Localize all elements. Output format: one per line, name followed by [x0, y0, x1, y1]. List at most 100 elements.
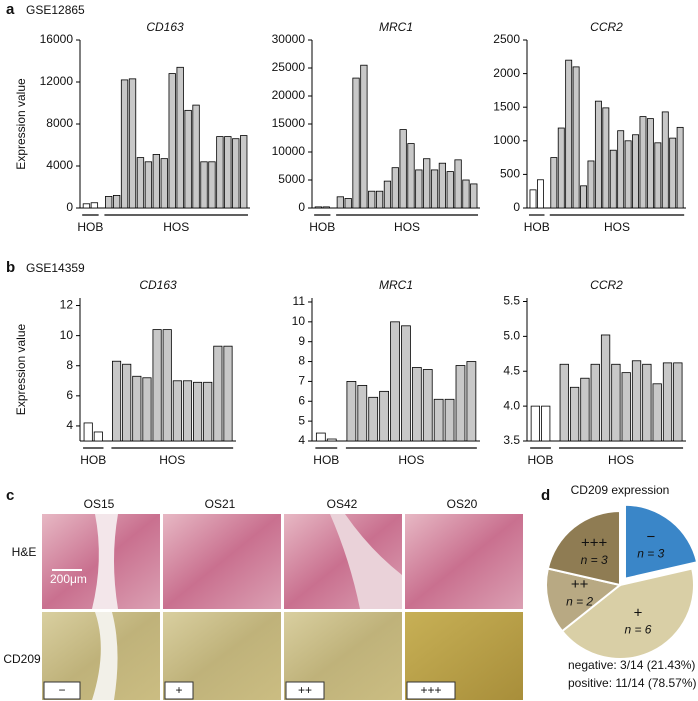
bar: [136, 157, 145, 209]
bar: [415, 169, 423, 209]
bar: [360, 64, 368, 209]
group-label: HOB: [309, 220, 335, 234]
bar: [326, 438, 337, 442]
bar: [352, 77, 360, 209]
panel-label: c: [6, 487, 14, 504]
bar: [470, 183, 478, 209]
bar: [642, 363, 652, 442]
bar: [336, 196, 344, 209]
bar: [602, 107, 610, 209]
bar: [182, 380, 193, 442]
y-axis-label: Expression value: [14, 323, 28, 415]
bar: [624, 140, 632, 209]
column-label: OS15: [84, 497, 115, 511]
panel-label: d: [541, 487, 550, 504]
y-tick-label: 10000: [272, 144, 306, 158]
bar: [550, 157, 558, 209]
bar: [399, 129, 407, 209]
y-tick-label: 1500: [493, 99, 520, 113]
bar: [391, 167, 399, 209]
slice-label: n = 3: [637, 547, 664, 561]
pie-slice: [623, 503, 698, 580]
y-tick-label: 2000: [493, 66, 520, 80]
y-tick-label: 4: [66, 418, 73, 432]
bar: [466, 361, 477, 442]
column-label: OS42: [327, 497, 358, 511]
y-tick-label: 20000: [272, 88, 306, 102]
bar: [438, 162, 447, 209]
bar: [609, 149, 617, 209]
bar: [423, 158, 431, 209]
bar: [168, 73, 176, 209]
bar: [557, 127, 565, 209]
bar: [580, 185, 587, 209]
bar: [344, 198, 352, 209]
bar: [122, 363, 132, 442]
bar: [462, 179, 470, 209]
y-tick-label: 8: [298, 354, 305, 368]
bar: [224, 136, 232, 209]
chart-title: MRC1: [379, 278, 413, 292]
bar: [208, 161, 216, 209]
bar: [652, 383, 662, 442]
bar: [617, 130, 625, 209]
bar: [646, 118, 654, 209]
bar: [444, 398, 455, 442]
bar: [430, 169, 439, 209]
bar: [314, 206, 322, 209]
y-tick-label: 30000: [272, 32, 306, 46]
bar: [383, 180, 392, 209]
bar: [184, 109, 192, 209]
y-tick-label: 8000: [46, 116, 73, 130]
y-tick-label: 16000: [40, 32, 74, 46]
bar: [411, 367, 422, 442]
micrograph: [405, 514, 523, 609]
bar: [572, 66, 580, 209]
bar: [530, 405, 540, 442]
slice-label: n = 6: [624, 623, 651, 637]
grade-box: [285, 681, 325, 700]
bar: [368, 190, 376, 209]
bar: [639, 116, 647, 209]
y-tick-label: 1000: [493, 133, 520, 147]
bar: [322, 206, 330, 209]
y-tick-label: 2500: [493, 32, 520, 46]
chart-title: CD163: [146, 20, 184, 34]
tissue-gap: [92, 612, 118, 700]
y-tick-label: 9: [298, 334, 305, 348]
bar: [455, 365, 466, 442]
bar: [673, 362, 683, 442]
column-label: OS21: [205, 497, 236, 511]
bar: [128, 78, 137, 209]
y-tick-label: 5.5: [503, 294, 520, 308]
grade-box: [406, 681, 456, 700]
pie-slice: [546, 509, 621, 587]
row-label: H&E: [12, 545, 37, 559]
bar: [152, 329, 162, 442]
bar: [454, 159, 462, 209]
bar: [611, 363, 621, 442]
chart-title: CCR2: [590, 20, 623, 34]
bar: [422, 369, 433, 442]
y-tick-label: 0: [513, 200, 520, 214]
y-tick-label: 4: [298, 433, 305, 447]
chart-title: MRC1: [379, 20, 413, 34]
y-tick-label: 15000: [272, 116, 306, 130]
group-label: HOB: [313, 453, 339, 467]
bar: [120, 79, 129, 209]
slice-category: +: [634, 604, 643, 621]
bar: [529, 189, 537, 209]
y-tick-label: 6: [66, 388, 73, 402]
y-tick-label: 3.5: [503, 433, 520, 447]
bar: [654, 142, 662, 209]
y-tick-label: 6: [298, 393, 305, 407]
dataset-label: GSE14359: [26, 261, 85, 275]
y-axis-label: Expression value: [14, 78, 28, 170]
y-tick-label: 5.0: [503, 329, 520, 343]
bar: [587, 160, 595, 209]
y-tick-label: 25000: [272, 60, 306, 74]
group-label: HOS: [163, 220, 189, 234]
bar: [315, 432, 326, 442]
group-label: HOB: [528, 453, 554, 467]
